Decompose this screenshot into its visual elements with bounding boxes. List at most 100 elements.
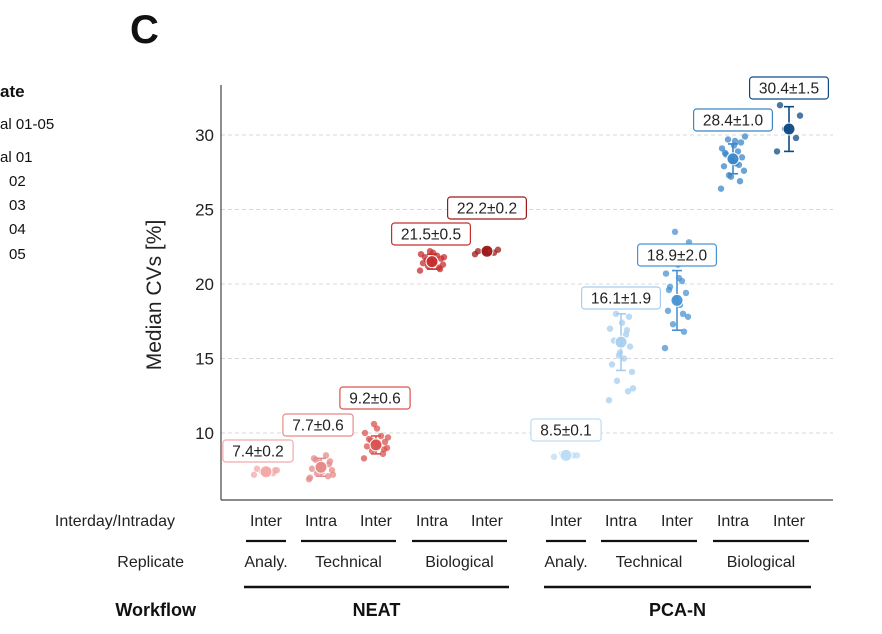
value-label: 28.4±1.0 — [703, 113, 764, 130]
data-point — [792, 134, 800, 142]
data-point — [671, 228, 679, 236]
data-point — [613, 377, 621, 385]
mean-marker — [369, 438, 383, 452]
workflow-label: PCA-N — [649, 600, 706, 620]
data-point — [426, 248, 434, 255]
data-point — [474, 248, 482, 255]
value-label-box — [339, 386, 411, 410]
mean-marker — [314, 460, 328, 474]
data-point — [573, 452, 581, 459]
series-group — [360, 420, 392, 462]
legend: ate al 01-05 al 01 02 03 04 05 — [0, 82, 54, 263]
replicate-label: Biological — [727, 554, 795, 571]
value-label: 8.5±0.1 — [540, 423, 592, 440]
data-point — [308, 465, 316, 472]
data-point — [724, 136, 732, 143]
legend-item: al 01 — [0, 149, 33, 166]
data-point — [363, 443, 371, 450]
series-group — [471, 244, 502, 258]
data-point — [741, 133, 749, 140]
data-point — [550, 453, 558, 461]
data-point — [796, 112, 804, 119]
data-point — [679, 310, 687, 317]
y-tick-label: 20 — [195, 275, 214, 294]
data-point — [721, 149, 729, 157]
value-label: 22.2±0.2 — [457, 201, 517, 218]
value-label-box — [447, 196, 528, 220]
value-label: 18.9±2.0 — [647, 248, 708, 265]
legend-title: ate — [0, 82, 25, 101]
data-point — [416, 267, 424, 274]
interday-label: Intra — [416, 513, 448, 530]
mean-marker — [670, 293, 684, 307]
data-marks — [250, 102, 804, 483]
data-point — [776, 102, 784, 109]
y-tick-label: 15 — [195, 350, 214, 369]
mean-marker — [726, 152, 740, 166]
interday-label: Intra — [305, 513, 337, 530]
data-point — [717, 185, 725, 192]
replicate-label: Biological — [425, 554, 493, 571]
mean-marker — [480, 244, 494, 258]
series-group — [605, 310, 637, 404]
data-point — [329, 471, 337, 478]
y-ticks: 10 15 20 25 30 — [195, 126, 214, 443]
data-point — [417, 251, 425, 258]
mean-marker — [559, 448, 573, 462]
y-axis-title: Median CVs [%] — [143, 220, 166, 371]
legend-item: 02 — [9, 173, 26, 190]
axes — [220, 85, 833, 501]
row-label-workflow: Workflow — [115, 600, 197, 620]
interday-label: Inter — [360, 513, 393, 530]
data-point — [680, 328, 688, 335]
data-point — [628, 368, 636, 376]
value-label: 7.7±0.6 — [292, 418, 344, 435]
data-point — [250, 471, 258, 478]
data-point — [436, 265, 444, 273]
legend-item: 03 — [9, 197, 26, 214]
workflow-label: NEAT — [353, 600, 401, 620]
replicate-label: Analy. — [244, 554, 287, 571]
mean-marker — [425, 255, 439, 269]
series-group — [250, 465, 281, 479]
mean-marker — [259, 465, 273, 479]
value-label: 16.1±1.9 — [591, 291, 651, 308]
value-label-box — [391, 222, 472, 246]
x-category-rows: Inter Intra Inter Intra Inter Inter Intra Inter… — [244, 513, 811, 620]
value-label: 9.2±0.6 — [349, 391, 401, 408]
row-label-replicate: Replicate — [117, 554, 184, 571]
data-point — [684, 313, 692, 320]
data-point — [306, 474, 314, 481]
value-label: 7.4±0.2 — [232, 444, 284, 461]
data-point — [662, 270, 670, 277]
value-labels: 7.4±0.2 7.7±0.6 9.2±0.6 21.5±0.5 22.2±0.2 8.5… — [222, 76, 829, 463]
data-point — [737, 139, 745, 146]
data-point — [324, 473, 332, 480]
y-tick-label: 10 — [195, 424, 214, 443]
data-point — [734, 148, 742, 155]
series-group — [305, 452, 337, 483]
interday-label: Intra — [717, 513, 749, 530]
data-point — [625, 313, 633, 320]
data-point — [494, 246, 502, 253]
data-point — [665, 286, 673, 294]
data-point — [620, 355, 628, 362]
data-point — [608, 361, 616, 368]
data-point — [664, 307, 672, 315]
data-point — [325, 461, 333, 468]
interday-label: Intra — [605, 513, 637, 530]
data-point — [626, 343, 634, 350]
value-label-box — [580, 286, 661, 310]
series-group — [717, 133, 749, 192]
value-label: 30.4±1.5 — [759, 81, 819, 98]
data-point — [773, 148, 781, 155]
interday-label: Inter — [471, 513, 504, 530]
series-group — [773, 102, 804, 155]
data-point — [322, 452, 330, 459]
data-point — [384, 434, 392, 441]
data-point — [271, 467, 279, 474]
data-point — [380, 446, 388, 453]
legend-group-label: al 01-05 — [0, 116, 54, 133]
data-point — [370, 420, 378, 428]
data-point — [740, 167, 748, 174]
